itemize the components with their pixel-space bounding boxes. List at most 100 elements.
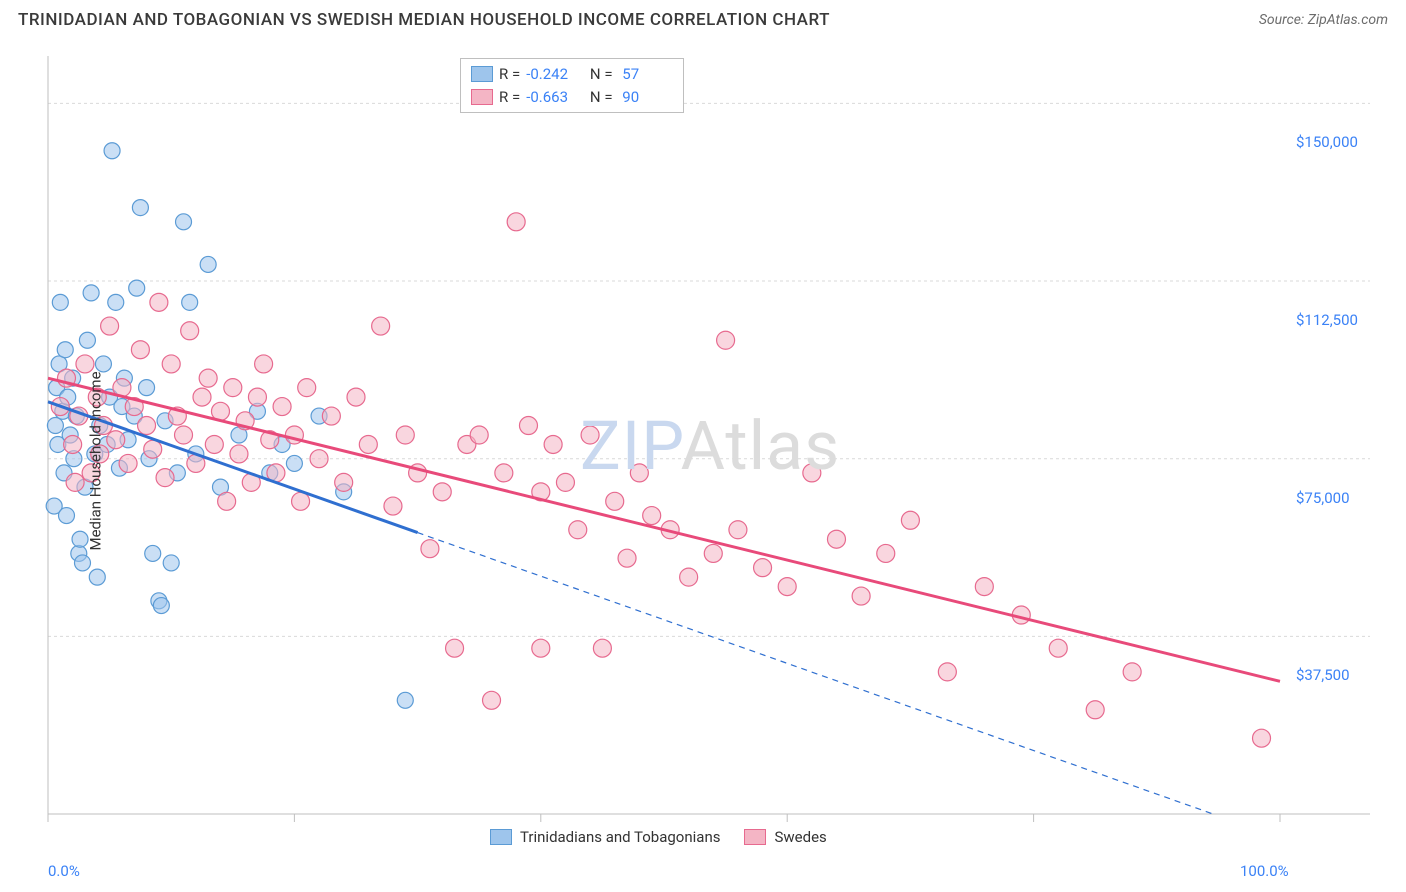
data-point bbox=[58, 508, 74, 524]
data-point bbox=[593, 639, 611, 657]
n-value: 90 bbox=[619, 86, 673, 109]
data-point bbox=[618, 549, 636, 567]
data-point bbox=[827, 530, 845, 548]
data-point bbox=[47, 418, 63, 434]
trend-line-extrapolated bbox=[418, 533, 1213, 814]
data-point bbox=[131, 341, 149, 359]
r-value: -0.663 bbox=[526, 86, 580, 109]
legend-swatch-icon bbox=[471, 66, 493, 82]
y-tick-label: $150,000 bbox=[1296, 133, 1358, 151]
data-point bbox=[421, 540, 439, 558]
data-point bbox=[89, 569, 105, 585]
data-point bbox=[569, 521, 587, 539]
data-point bbox=[255, 355, 273, 373]
data-point bbox=[532, 639, 550, 657]
data-point bbox=[101, 317, 119, 335]
data-point bbox=[298, 379, 316, 397]
y-tick-label: $112,500 bbox=[1296, 311, 1358, 329]
data-point bbox=[581, 426, 599, 444]
legend-item: Trinidadians and Tobagonians bbox=[490, 828, 720, 846]
y-axis-label: Median Household Income bbox=[87, 371, 105, 550]
data-point bbox=[83, 285, 99, 301]
data-point bbox=[176, 214, 192, 230]
r-label: R = bbox=[499, 86, 520, 109]
data-point bbox=[181, 322, 199, 340]
n-label: N = bbox=[586, 86, 612, 109]
data-point bbox=[1086, 701, 1104, 719]
data-point bbox=[384, 497, 402, 515]
data-point bbox=[1123, 663, 1141, 681]
data-point bbox=[446, 639, 464, 657]
data-point bbox=[397, 692, 413, 708]
data-point bbox=[163, 555, 179, 571]
data-point bbox=[144, 440, 162, 458]
data-point bbox=[729, 521, 747, 539]
data-point bbox=[1253, 729, 1271, 747]
data-point bbox=[335, 473, 353, 491]
data-point bbox=[52, 294, 68, 310]
data-point bbox=[107, 431, 125, 449]
data-point bbox=[175, 426, 193, 444]
data-point bbox=[717, 331, 735, 349]
chart-title: TRINIDADIAN AND TOBAGONIAN VS SWEDISH ME… bbox=[18, 10, 830, 30]
y-tick-label: $37,500 bbox=[1296, 666, 1350, 684]
data-point bbox=[680, 568, 698, 586]
data-point bbox=[556, 473, 574, 491]
legend-item: Swedes bbox=[744, 828, 826, 846]
data-point bbox=[877, 544, 895, 562]
data-point bbox=[273, 398, 291, 416]
n-value: 57 bbox=[619, 63, 673, 86]
data-point bbox=[433, 483, 451, 501]
data-point bbox=[704, 544, 722, 562]
legend-stat-row: R = -0.663 N = 90 bbox=[471, 86, 673, 109]
data-point bbox=[76, 355, 94, 373]
data-point bbox=[322, 407, 340, 425]
data-point bbox=[139, 380, 155, 396]
data-point bbox=[224, 379, 242, 397]
data-point bbox=[138, 417, 156, 435]
data-point bbox=[205, 435, 223, 453]
data-point bbox=[182, 294, 198, 310]
data-point bbox=[153, 598, 169, 614]
data-point bbox=[104, 143, 120, 159]
data-point bbox=[643, 507, 661, 525]
data-point bbox=[66, 473, 84, 491]
data-point bbox=[778, 578, 796, 596]
data-point bbox=[310, 450, 328, 468]
data-point bbox=[396, 426, 414, 444]
data-point bbox=[495, 464, 513, 482]
data-point bbox=[57, 342, 73, 358]
data-point bbox=[938, 663, 956, 681]
x-tick-label: 100.0% bbox=[1240, 862, 1289, 880]
data-point bbox=[901, 511, 919, 529]
data-point bbox=[483, 691, 501, 709]
chart-source: Source: ZipAtlas.com bbox=[1259, 12, 1388, 28]
legend-swatch-icon bbox=[744, 829, 766, 845]
data-point bbox=[150, 293, 168, 311]
data-point bbox=[292, 492, 310, 510]
chart-container: Median Household Income ZIPAtlas R =-0.2… bbox=[0, 36, 1406, 886]
trend-line bbox=[48, 378, 1280, 681]
data-point bbox=[975, 578, 993, 596]
legend-swatch-icon bbox=[471, 89, 493, 105]
data-point bbox=[372, 317, 390, 335]
data-point bbox=[200, 256, 216, 272]
n-label: N = bbox=[586, 63, 612, 86]
series-legend: Trinidadians and Tobagonians Swedes bbox=[490, 828, 827, 846]
data-point bbox=[108, 294, 124, 310]
data-point bbox=[64, 435, 82, 453]
legend-stat-row: R =-0.242 N = 57 bbox=[471, 63, 673, 86]
data-point bbox=[145, 545, 161, 561]
data-point bbox=[162, 355, 180, 373]
data-point bbox=[630, 464, 648, 482]
data-point bbox=[754, 559, 772, 577]
data-point bbox=[132, 200, 148, 216]
y-tick-label: $75,000 bbox=[1296, 489, 1350, 507]
data-point bbox=[1049, 639, 1067, 657]
data-point bbox=[544, 435, 562, 453]
data-point bbox=[803, 464, 821, 482]
data-point bbox=[359, 435, 377, 453]
data-point bbox=[470, 426, 488, 444]
data-point bbox=[79, 332, 95, 348]
data-point bbox=[193, 388, 211, 406]
